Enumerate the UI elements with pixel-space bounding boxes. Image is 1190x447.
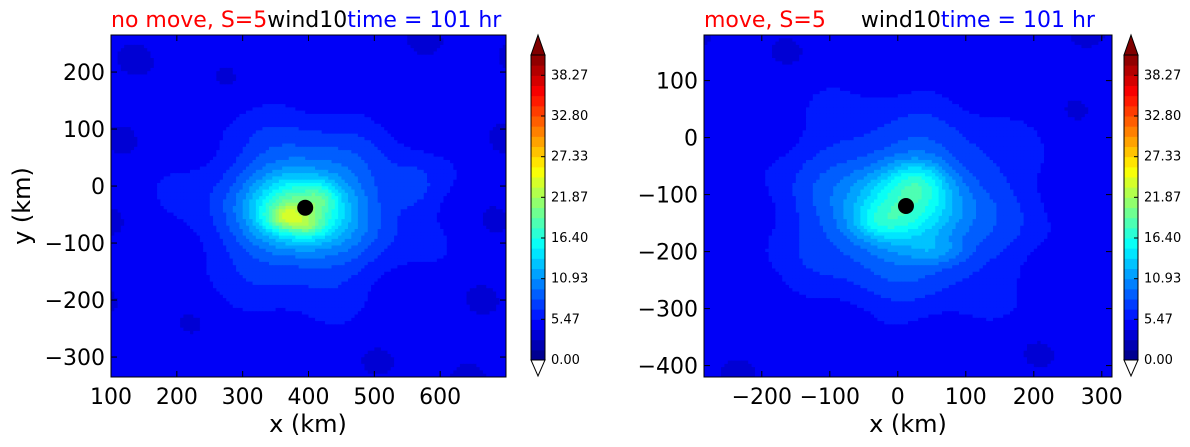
chart-1-colorbar-tick-label: 16.40 (1144, 231, 1181, 246)
chart-0-colorbar: 0.00 5.47 10.93 16.40 21.87 27.33 32.80 38.27 (530, 33, 588, 378)
chart-0-plot-area (111, 35, 506, 377)
chart-0-y-tick-label: 0 (91, 175, 105, 200)
chart-1-x-axis-label: x (km) (869, 410, 947, 438)
chart-0-colorbar-tick-label: 5.47 (551, 312, 580, 327)
chart-1-x-tick-label: 100 (945, 385, 987, 410)
chart-0-title: no move, S=5wind10time = 101 hr (111, 8, 502, 33)
chart-0-title-part-1: wind10 (267, 8, 347, 33)
chart-0-x-axis-label: x (km) (269, 410, 347, 438)
chart-0-colorbar-tick-label: 32.80 (551, 109, 588, 124)
chart-0-contour-field (111, 35, 506, 377)
chart-0-title-part-0: no move, S=5 (111, 8, 267, 33)
chart-1-colorbar-tick-label: 21.87 (1144, 190, 1181, 205)
chart-1-colorbar-tick-label: 5.47 (1144, 312, 1173, 327)
chart-0-y-tick-label: −100 (45, 232, 105, 257)
chart-1-title-part-1: wind10 (861, 8, 941, 33)
chart-0-storm-center-marker (297, 199, 314, 216)
chart-1-x-tick-label: 300 (1081, 385, 1123, 410)
chart-0-colorbar-extend-min (530, 359, 546, 378)
chart-1-storm-center-marker (897, 198, 914, 214)
chart-0-title-part-2: time = 101 hr (347, 8, 502, 33)
chart-0-x-tick-label: 300 (222, 385, 264, 410)
chart-0-y-tick-label: 100 (63, 118, 105, 143)
chart-0-y-tick-label: 200 (63, 61, 105, 86)
chart-1-y-tick-label: −100 (638, 184, 698, 209)
chart-1-colorbar-tick-label: 10.93 (1144, 272, 1181, 287)
chart-1-y-ticks: −400 −300 −200 −100 0 100 (638, 70, 1112, 380)
chart-0-x-tick-label: 200 (156, 385, 198, 410)
chart-0-colorbar-tick-label: 0.00 (551, 353, 580, 368)
chart-1-axes-frame (703, 34, 1113, 378)
chart-0-colorbar-tick-label: 27.33 (551, 150, 588, 165)
chart-1-y-tick-label: −200 (638, 241, 698, 266)
chart-0-colorbar-tick-label: 21.87 (551, 190, 588, 205)
chart-0-x-tick-label: 400 (288, 385, 330, 410)
chart-1-colorbar-tick-label: 0.00 (1144, 353, 1173, 368)
chart-1-contour-field (704, 35, 1112, 377)
chart-1-colorbar-tick-label: 38.27 (1144, 68, 1181, 83)
chart-1-y-tick-label: −400 (638, 355, 698, 380)
chart-1-colorbar-extend-min (1123, 359, 1139, 378)
chart-panel-0: 100 200 300 400 500 600 −300 −200 −100 0 100 200 n… (8, 8, 588, 438)
chart-1-y-tick-label: 100 (656, 70, 698, 95)
chart-0-y-axis-label: y (km) (8, 167, 36, 245)
chart-1-title-part-0: move, S=5 (704, 8, 826, 33)
chart-1-x-tick-label: −100 (800, 385, 860, 410)
chart-1-x-tick-label: 0 (891, 385, 905, 410)
chart-0-x-ticks: 100 200 300 400 500 600 (90, 35, 461, 410)
chart-0-x-tick-label: 100 (90, 385, 132, 410)
chart-1-y-tick-label: 0 (684, 127, 698, 152)
chart-0-y-tick-label: −200 (45, 289, 105, 314)
chart-1-title: move, S=5 wind10time = 101 hr (704, 8, 1096, 33)
chart-1-colorbar: 0.00 5.47 10.93 16.40 21.87 27.33 32.80 38.27 (1123, 33, 1181, 378)
chart-panel-1: −200 −100 0 100 200 300 −400−300−200−1000100 … (638, 8, 1182, 438)
chart-1-plot-area (704, 35, 1112, 377)
chart-0-y-tick-label: −300 (45, 346, 105, 371)
chart-0-colorbar-extend-max (530, 33, 546, 56)
chart-0-y-ticks: −300 −200 −100 0 100 200 (45, 61, 506, 371)
chart-0-x-tick-label: 600 (419, 385, 461, 410)
chart-0-x-tick-label: 500 (353, 385, 395, 410)
chart-1-title-part-2: time = 101 hr (941, 8, 1096, 33)
chart-0-colorbar-tick-label: 10.93 (551, 272, 588, 287)
chart-1-x-tick-label: −200 (732, 385, 792, 410)
chart-1-y-tick-label: −300 (638, 298, 698, 323)
chart-1-colorbar-tick-label: 32.80 (1144, 109, 1181, 124)
chart-0-colorbar-tick-label: 16.40 (551, 231, 588, 246)
chart-1-colorbar-extend-max (1123, 33, 1139, 56)
chart-1-x-ticks: −200 −100 0 100 200 300 (732, 35, 1123, 410)
chart-1-x-tick-label: 200 (1013, 385, 1055, 410)
chart-0-colorbar-tick-label: 38.27 (551, 68, 588, 83)
chart-1-colorbar-tick-label: 27.33 (1144, 150, 1181, 165)
